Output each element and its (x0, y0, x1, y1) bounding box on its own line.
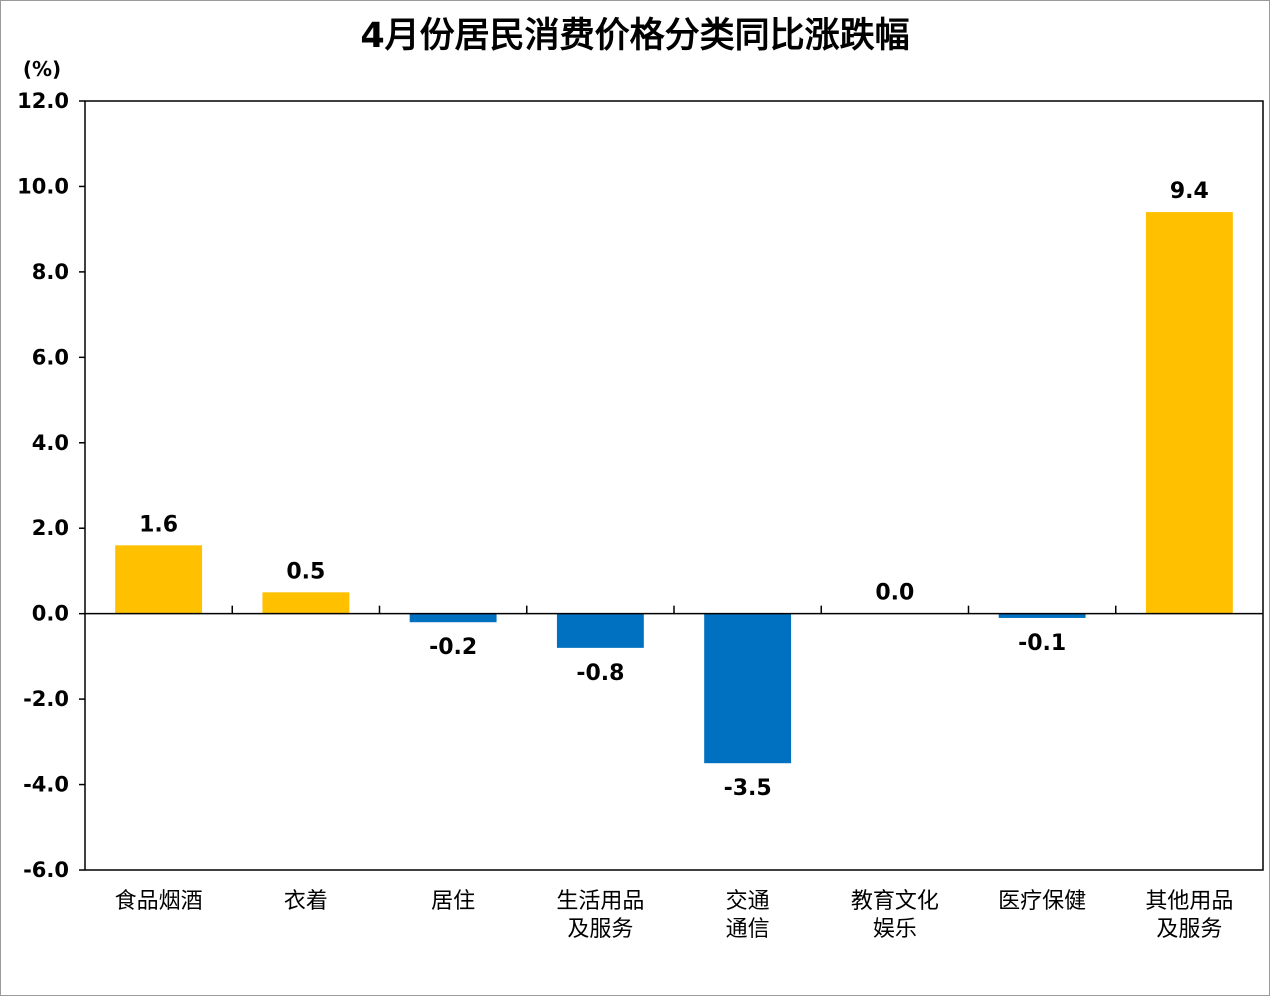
plot-area-border (84, 100, 1264, 871)
data-label-0: 1.6 (139, 512, 178, 537)
y-tick-label-9: 12.0 (17, 89, 69, 113)
y-tick-label-8: 10.0 (17, 174, 69, 198)
category-label-4-line-1: 通信 (726, 917, 770, 942)
data-label-6: -0.1 (1018, 631, 1066, 656)
bar-2 (409, 613, 497, 623)
bar-4 (704, 613, 792, 764)
category-label-3-line-0: 生活用品 (556, 889, 644, 914)
category-label-0-line-0: 食品烟酒 (115, 889, 203, 914)
data-label-4: -3.5 (724, 776, 772, 801)
data-label-2: -0.2 (429, 635, 477, 660)
labels-layer: -6.0 -4.0 -2.0 0.0 2.0 4.0 6.0 8.0 10.0 12.0 1.6 0.… (17, 89, 1233, 942)
bar-0 (115, 545, 203, 614)
axes-layer (79, 100, 1264, 871)
bar-6 (998, 613, 1086, 618)
bar-1 (262, 592, 350, 614)
category-label-5-line-0: 教育文化 (851, 889, 939, 914)
y-tick-label-3: 0.0 (32, 602, 69, 626)
category-label-7-line-1: 及服务 (1156, 917, 1222, 942)
data-label-1: 0.5 (286, 559, 325, 584)
bars-layer (115, 212, 1233, 764)
category-label-5-line-1: 娱乐 (873, 917, 917, 942)
y-tick-label-1: -4.0 (23, 773, 69, 797)
bar-7 (1145, 212, 1233, 614)
y-axis-unit-label: (%) (23, 57, 61, 81)
category-label-3-line-1: 及服务 (567, 917, 633, 942)
category-label-4-line-0: 交通 (726, 889, 770, 914)
category-label-2-line-0: 居住 (431, 889, 475, 914)
y-tick-label-7: 8.0 (32, 260, 69, 284)
data-label-5: 0.0 (875, 581, 914, 606)
category-label-7-line-0: 其他用品 (1145, 889, 1233, 914)
y-tick-label-0: -6.0 (23, 858, 69, 882)
bar-3 (556, 613, 644, 648)
category-label-6-line-0: 医疗保健 (998, 889, 1086, 914)
data-label-7: 9.4 (1170, 179, 1209, 204)
chart-title: 4月份居民消费价格分类同比涨跌幅 (360, 16, 909, 56)
y-tick-label-4: 2.0 (32, 516, 69, 540)
y-tick-label-5: 4.0 (32, 431, 69, 455)
data-label-3: -0.8 (576, 661, 624, 686)
y-tick-label-2: -2.0 (23, 687, 69, 711)
y-tick-label-6: 6.0 (32, 345, 69, 369)
category-label-1-line-0: 衣着 (284, 889, 328, 914)
